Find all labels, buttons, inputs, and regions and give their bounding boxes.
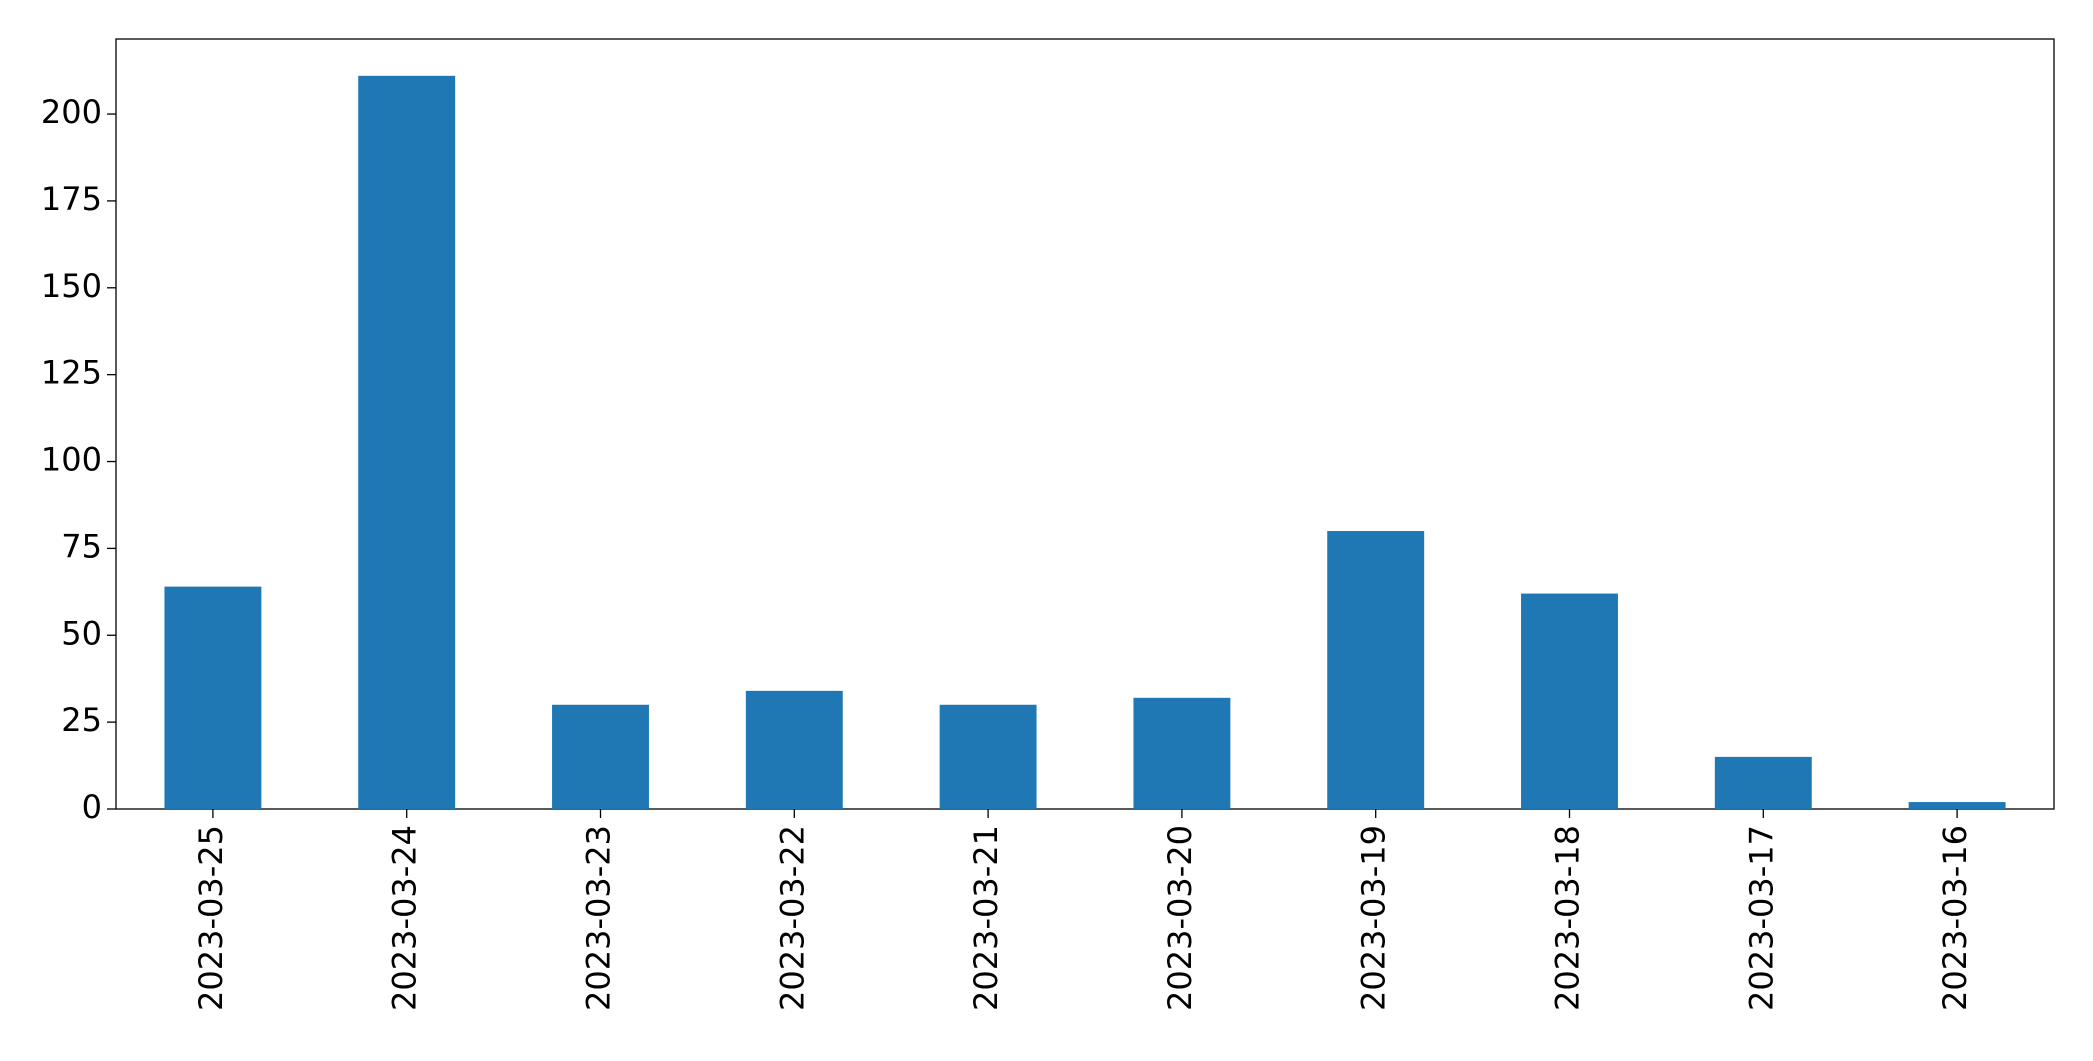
bar <box>1521 593 1618 809</box>
x-tick-label: 2023-03-22 <box>773 825 811 1011</box>
y-tick-label: 0 <box>82 788 102 826</box>
bar <box>1327 531 1425 809</box>
bar <box>1133 697 1231 809</box>
x-tick-label: 2023-03-24 <box>386 825 424 1011</box>
bar <box>745 690 843 809</box>
y-tick-label: 75 <box>61 527 102 565</box>
bar <box>164 586 262 809</box>
y-tick-label: 50 <box>61 614 102 652</box>
x-tick-label: 2023-03-20 <box>1161 825 1199 1011</box>
y-tick-label: 200 <box>41 93 102 131</box>
bar <box>552 704 649 809</box>
x-tick-label: 2023-03-19 <box>1355 825 1393 1011</box>
x-tick-label: 2023-03-18 <box>1549 825 1587 1011</box>
x-tick-label: 2023-03-16 <box>1936 825 1974 1011</box>
bar <box>1908 802 2006 809</box>
bar <box>1714 756 1812 809</box>
y-tick-label: 125 <box>41 354 102 392</box>
plot-frame <box>115 38 2055 810</box>
y-tick-label: 175 <box>41 180 102 218</box>
bar <box>939 704 1037 809</box>
x-tick-label: 2023-03-25 <box>192 825 230 1011</box>
x-tick-label: 2023-03-23 <box>580 825 618 1011</box>
y-tick-label: 100 <box>41 441 102 479</box>
x-tick-label: 2023-03-17 <box>1742 825 1780 1011</box>
y-tick-label: 150 <box>41 267 102 305</box>
bar <box>358 75 456 809</box>
x-tick-label: 2023-03-21 <box>967 825 1005 1011</box>
y-tick-label: 25 <box>61 701 102 739</box>
